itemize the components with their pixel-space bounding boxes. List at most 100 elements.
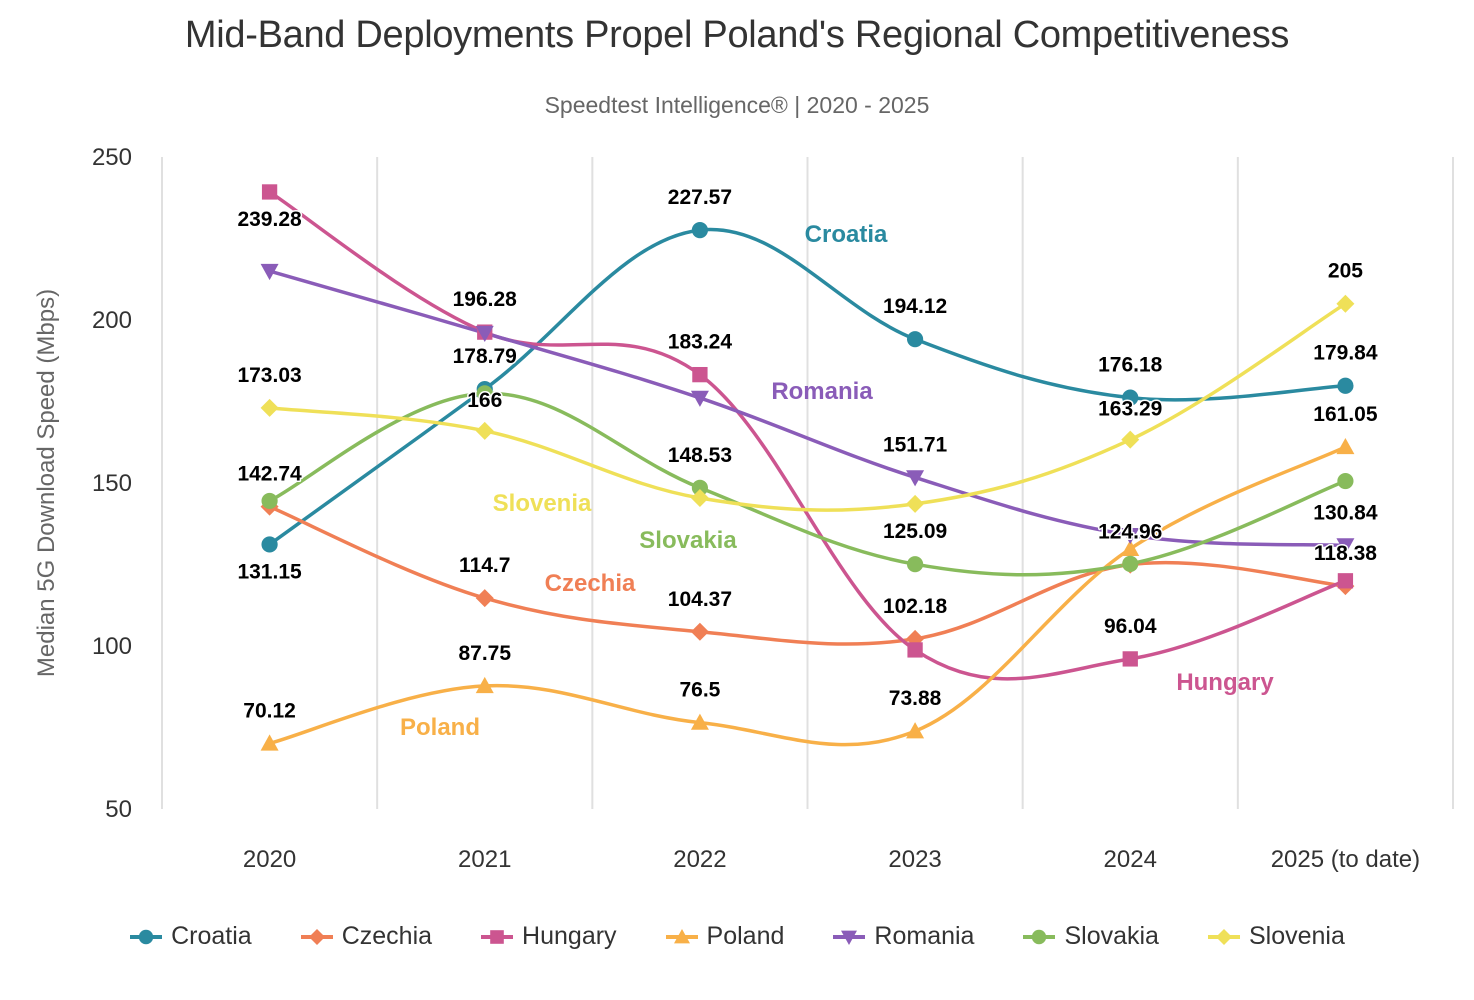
data-point-poland bbox=[1336, 437, 1355, 455]
legend-item-hungary[interactable]: Hungary bbox=[480, 922, 617, 951]
legend-item-poland[interactable]: Poland bbox=[665, 922, 785, 951]
legend-label: Slovakia bbox=[1064, 922, 1159, 950]
data-label-croatia: 194.12 bbox=[883, 295, 947, 318]
data-point-slovakia bbox=[691, 479, 709, 496]
data-point-slovenia bbox=[260, 398, 279, 417]
data-point-hungary bbox=[261, 184, 278, 200]
data-label-slovenia: 173.03 bbox=[237, 364, 301, 387]
data-label-czechia: 142.74 bbox=[237, 463, 302, 486]
legend-label: Slovenia bbox=[1248, 922, 1345, 950]
data-point-poland bbox=[475, 676, 494, 694]
data-label-czechia: 118.38 bbox=[1314, 542, 1377, 565]
legend-marker bbox=[673, 928, 690, 943]
data-label-croatia: 179.84 bbox=[1313, 342, 1378, 365]
legend-marker bbox=[490, 929, 504, 944]
data-point-slovakia bbox=[906, 556, 924, 573]
data-point-slovenia bbox=[690, 488, 709, 507]
data-label-poland: 70.12 bbox=[243, 699, 296, 722]
data-label-slovenia: 166 bbox=[467, 389, 502, 412]
x-tick-label: 2023 bbox=[888, 846, 941, 873]
series-line-slovakia bbox=[268, 391, 1347, 577]
data-label-croatia: 131.15 bbox=[237, 560, 302, 583]
data-point-slovakia bbox=[261, 492, 278, 510]
triangle-up-marker-icon bbox=[665, 928, 698, 943]
data-point-slovakia bbox=[1122, 555, 1139, 572]
data-label-croatia: 178.79 bbox=[453, 345, 517, 368]
x-tick-label: 2022 bbox=[673, 846, 726, 873]
series-label-slovakia: Slovakia bbox=[639, 527, 737, 554]
y-tick-label: 200 bbox=[92, 307, 132, 334]
series-label-hungary: Hungary bbox=[1176, 669, 1274, 696]
data-point-czechia bbox=[475, 589, 494, 608]
series-line-czechia bbox=[268, 505, 1346, 646]
data-label-romania: 151.71 bbox=[883, 433, 948, 456]
series-inline-labels: Croatia Czechia Hungary Poland Romania Slovak… bbox=[400, 221, 1274, 741]
series-line-hungary bbox=[268, 190, 1347, 681]
data-label-poland: 76.5 bbox=[679, 679, 720, 702]
series-label-slovenia: Slovenia bbox=[493, 490, 592, 517]
diamond-marker-icon bbox=[1207, 928, 1240, 945]
y-tick-label: 100 bbox=[92, 633, 132, 660]
series-label-czechia: Czechia bbox=[545, 570, 636, 597]
chart-subtitle: Speedtest Intelligence® | 2020 - 2025 bbox=[544, 92, 930, 118]
x-tick-label: 2020 bbox=[243, 846, 296, 873]
y-axis-ticks: 50 100 150 200 250 bbox=[92, 144, 132, 823]
data-point-romania bbox=[475, 325, 494, 343]
legend-marker bbox=[308, 928, 325, 945]
data-point-croatia bbox=[261, 536, 278, 553]
data-point-romania bbox=[1336, 538, 1355, 555]
y-axis-label: Median 5G Download Speed (Mbps) bbox=[33, 289, 60, 677]
data-point-poland bbox=[260, 734, 279, 751]
data-point-romania bbox=[1121, 527, 1140, 545]
data-label-hungary: 239.28 bbox=[237, 208, 302, 231]
x-tick-label: 2025 (to date) bbox=[1271, 846, 1420, 873]
legend-marker bbox=[841, 930, 858, 945]
legend-item-czechia[interactable]: Czechia bbox=[300, 922, 432, 951]
legend-item-romania[interactable]: Romania bbox=[832, 922, 974, 951]
data-labels: 131.15 178.79 227.57 194.12 176.18 179.84 142.… bbox=[236, 185, 1379, 724]
data-point-hungary bbox=[1122, 651, 1138, 667]
legend-label: Croatia bbox=[171, 922, 252, 950]
y-tick-label: 50 bbox=[105, 796, 132, 823]
legend-item-slovenia[interactable]: Slovenia bbox=[1207, 922, 1345, 951]
legend-marker bbox=[1215, 928, 1232, 945]
legend-label: Hungary bbox=[522, 922, 617, 950]
triangle-down-marker-icon bbox=[833, 930, 866, 945]
data-label-slovakia: 148.53 bbox=[668, 444, 732, 467]
data-point-romania bbox=[260, 263, 279, 281]
series-label-croatia: Croatia bbox=[805, 221, 888, 248]
data-point-slovakia bbox=[476, 385, 493, 402]
data-label-poland: 161.05 bbox=[1313, 403, 1378, 426]
legend-item-croatia[interactable]: Croatia bbox=[129, 922, 252, 951]
data-label-romania: 130.84 bbox=[1313, 501, 1378, 524]
x-axis-ticks: 2020 2021 2022 2023 2024 2025 (to date) bbox=[243, 846, 1420, 873]
data-point-czechia bbox=[690, 622, 709, 641]
data-label-croatia: 227.57 bbox=[668, 186, 732, 209]
data-label-poland: 73.88 bbox=[889, 687, 942, 710]
data-point-poland bbox=[906, 722, 925, 739]
legend-label: Poland bbox=[706, 922, 785, 950]
legend-marker bbox=[138, 929, 154, 944]
data-point-romania bbox=[906, 470, 925, 487]
series-lines bbox=[268, 190, 1347, 747]
legend-item-slovakia[interactable]: Slovakia bbox=[1022, 922, 1159, 951]
data-point-slovenia bbox=[1121, 430, 1140, 449]
data-label-hungary: 96.04 bbox=[1104, 615, 1157, 638]
data-label-slovenia: 205 bbox=[1328, 260, 1363, 283]
data-label-czechia: 104.37 bbox=[668, 588, 732, 611]
data-point-romania bbox=[690, 390, 709, 407]
data-label-czechia: 114.7 bbox=[459, 554, 510, 577]
x-tick-label: 2021 bbox=[458, 846, 511, 873]
data-point-croatia bbox=[691, 222, 709, 239]
series-label-poland: Poland bbox=[400, 714, 480, 741]
legend-marker bbox=[1032, 929, 1047, 944]
data-label-slovenia: 163.29 bbox=[1098, 398, 1162, 421]
series-markers bbox=[260, 184, 1355, 751]
series-label-romania: Romania bbox=[771, 378, 873, 405]
series-line-slovenia bbox=[269, 302, 1347, 512]
data-point-croatia bbox=[1337, 377, 1354, 394]
data-point-croatia bbox=[906, 331, 924, 348]
data-label-hungary: 196.28 bbox=[453, 288, 518, 311]
chart-title: Mid-Band Deployments Propel Poland's Reg… bbox=[184, 14, 1290, 56]
data-point-croatia bbox=[1122, 389, 1139, 406]
